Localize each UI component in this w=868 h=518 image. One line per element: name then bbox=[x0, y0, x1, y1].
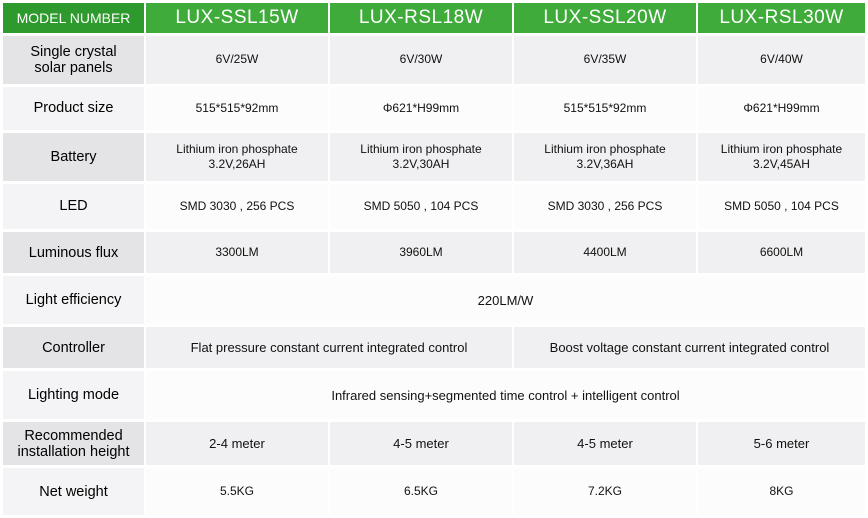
solar-panel-cell: 6V/30W bbox=[330, 36, 512, 84]
product-size-cell: 515*515*92mm bbox=[514, 86, 696, 131]
battery-cell: Lithium iron phosphate 3.2V,45AH bbox=[698, 133, 865, 181]
model-header-lux-ssl15w: LUX-SSL15W bbox=[146, 3, 328, 33]
row-light-efficiency: Light efficiency 220LM/W bbox=[3, 276, 865, 325]
row-label-product-size: Product size bbox=[3, 86, 144, 131]
battery-cell: Lithium iron phosphate 3.2V,36AH bbox=[514, 133, 696, 181]
product-size-cell: Φ621*H99mm bbox=[330, 86, 512, 131]
row-label-luminous-flux: Luminous flux bbox=[3, 232, 144, 274]
luminous-flux-cell: 3960LM bbox=[330, 232, 512, 274]
row-luminous-flux: Luminous flux 3300LM 3960LM 4400LM 6600L… bbox=[3, 232, 865, 274]
battery-type: Lithium iron phosphate bbox=[176, 141, 298, 156]
battery-spec: 3.2V,36AH bbox=[576, 156, 634, 171]
light-efficiency-value: 220LM/W bbox=[146, 276, 865, 325]
luminous-flux-cell: 3300LM bbox=[146, 232, 328, 274]
row-label-lighting-mode: Lighting mode bbox=[3, 371, 144, 419]
battery-spec: 3.2V,26AH bbox=[208, 156, 266, 171]
led-cell: SMD 3030 , 256 PCS bbox=[146, 183, 328, 230]
model-header-lux-rsl18w: LUX-RSL18W bbox=[330, 3, 512, 33]
battery-type: Lithium iron phosphate bbox=[720, 141, 843, 156]
solar-panel-cell: 6V/25W bbox=[146, 36, 328, 84]
controller-cell: Boost voltage constant current integrate… bbox=[514, 327, 865, 369]
solar-panel-cell: 6V/40W bbox=[698, 36, 865, 84]
row-solar-panels: Single crystal solar panels 6V/25W 6V/30… bbox=[3, 36, 865, 84]
row-label-net-weight: Net weight bbox=[3, 468, 144, 515]
row-label-controller: Controller bbox=[3, 327, 144, 369]
row-label-led: LED bbox=[3, 183, 144, 230]
product-size-cell: 515*515*92mm bbox=[146, 86, 328, 131]
row-label-battery: Battery bbox=[3, 133, 144, 181]
battery-cell: Lithium iron phosphate 3.2V,26AH bbox=[146, 133, 328, 181]
battery-type: Lithium iron phosphate bbox=[544, 141, 666, 156]
installation-height-cell: 4-5 meter bbox=[514, 421, 696, 466]
luminous-flux-cell: 6600LM bbox=[698, 232, 865, 274]
row-installation-height: Recommended installation height 2-4 mete… bbox=[3, 421, 865, 466]
installation-height-cell: 4-5 meter bbox=[330, 421, 512, 466]
header-row: MODEL NUMBER LUX-SSL15W LUX-RSL18W LUX-S… bbox=[3, 3, 865, 33]
row-lighting-mode: Lighting mode Infrared sensing+segmented… bbox=[3, 371, 865, 419]
row-battery: Battery Lithium iron phosphate 3.2V,26AH… bbox=[3, 133, 865, 181]
model-header-lux-rsl30w: LUX-RSL30W bbox=[698, 3, 865, 33]
row-product-size: Product size 515*515*92mm Φ621*H99mm 515… bbox=[3, 86, 865, 131]
row-label-light-efficiency: Light efficiency bbox=[3, 276, 144, 325]
net-weight-cell: 6.5KG bbox=[330, 468, 512, 515]
net-weight-cell: 7.2KG bbox=[514, 468, 696, 515]
product-size-cell: Φ621*H99mm bbox=[698, 86, 865, 131]
row-label-line: solar panels bbox=[34, 59, 113, 76]
luminous-flux-cell: 4400LM bbox=[514, 232, 696, 274]
row-led: LED SMD 3030 , 256 PCS SMD 5050 , 104 PC… bbox=[3, 183, 865, 230]
battery-cell: Lithium iron phosphate 3.2V,30AH bbox=[330, 133, 512, 181]
row-label-solar-panels: Single crystal solar panels bbox=[3, 36, 144, 84]
model-number-header: MODEL NUMBER bbox=[3, 3, 144, 33]
battery-type: Lithium iron phosphate bbox=[360, 141, 482, 156]
model-header-lux-ssl20w: LUX-SSL20W bbox=[514, 3, 696, 33]
net-weight-cell: 8KG bbox=[698, 468, 865, 515]
led-cell: SMD 5050 , 104 PCS bbox=[698, 183, 865, 230]
solar-panel-cell: 6V/35W bbox=[514, 36, 696, 84]
row-label-line: installation height bbox=[17, 443, 130, 460]
led-cell: SMD 5050 , 104 PCS bbox=[330, 183, 512, 230]
row-controller: Controller Flat pressure constant curren… bbox=[3, 327, 865, 369]
row-net-weight: Net weight 5.5KG 6.5KG 7.2KG 8KG bbox=[3, 468, 865, 515]
lighting-mode-value: Infrared sensing+segmented time control … bbox=[146, 371, 865, 419]
led-cell: SMD 3030 , 256 PCS bbox=[514, 183, 696, 230]
row-label-installation-height: Recommended installation height bbox=[3, 421, 144, 466]
battery-spec: 3.2V,45AH bbox=[753, 156, 810, 171]
installation-height-cell: 5-6 meter bbox=[698, 421, 865, 466]
row-label-line: Single crystal bbox=[30, 43, 117, 60]
controller-cell: Flat pressure constant current integrate… bbox=[146, 327, 512, 369]
installation-height-cell: 2-4 meter bbox=[146, 421, 328, 466]
net-weight-cell: 5.5KG bbox=[146, 468, 328, 515]
battery-spec: 3.2V,30AH bbox=[392, 156, 450, 171]
row-label-line: Recommended bbox=[24, 427, 123, 444]
